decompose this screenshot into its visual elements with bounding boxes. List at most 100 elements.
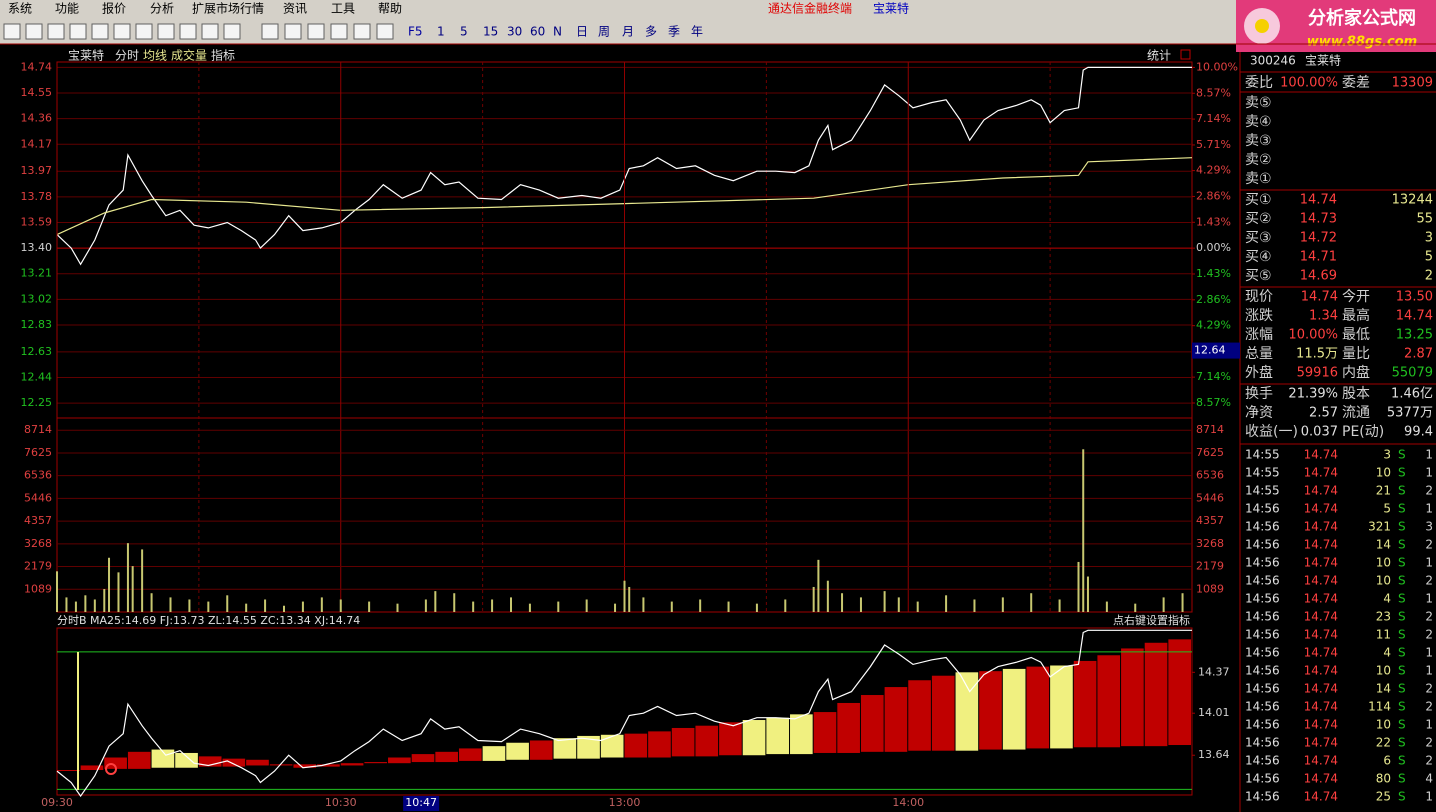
quote-label: 流通 bbox=[1342, 405, 1370, 421]
quote-value: 2.87 bbox=[1404, 347, 1433, 362]
period-button[interactable]: F5 bbox=[408, 25, 423, 39]
toolbar-icon[interactable] bbox=[91, 23, 109, 40]
indicator-bar bbox=[293, 764, 317, 768]
tick-time: 14:55 bbox=[1245, 448, 1280, 462]
y-tick-label: 13.59 bbox=[21, 215, 53, 228]
tick-price: 14.74 bbox=[1304, 718, 1338, 732]
tick-volume: 21 bbox=[1376, 484, 1391, 498]
period-button[interactable]: 季 bbox=[668, 25, 680, 39]
period-button[interactable]: 1 bbox=[437, 25, 445, 39]
period-button[interactable]: 60 bbox=[530, 25, 545, 39]
indicator-bar bbox=[790, 714, 813, 755]
period-button[interactable]: N bbox=[553, 25, 562, 39]
volume-bar bbox=[74, 601, 77, 612]
indicator-bar bbox=[1168, 639, 1191, 746]
period-button[interactable]: 30 bbox=[507, 25, 522, 39]
toolbar-icon[interactable] bbox=[157, 23, 175, 40]
period-button[interactable]: 年 bbox=[691, 25, 703, 39]
menu-item[interactable]: 报价 bbox=[102, 1, 126, 16]
volume-bar bbox=[84, 595, 87, 612]
volume-bar bbox=[883, 591, 886, 612]
toolbar-icon[interactable] bbox=[69, 23, 87, 40]
y-tick-label: 5446 bbox=[1196, 491, 1224, 504]
volume-bar bbox=[755, 603, 758, 612]
volume-bar bbox=[453, 593, 456, 612]
tick-price: 14.74 bbox=[1304, 754, 1338, 768]
tick-time: 14:56 bbox=[1245, 754, 1280, 768]
tick-count: 2 bbox=[1425, 538, 1433, 552]
quote-value: 13309 bbox=[1392, 76, 1433, 91]
tick-side: S bbox=[1398, 520, 1406, 534]
indicator-bar bbox=[222, 758, 246, 767]
indicator-bar bbox=[340, 763, 364, 766]
toolbar-icon[interactable] bbox=[25, 23, 43, 40]
toolbar-icon[interactable] bbox=[353, 23, 371, 40]
volume-bar bbox=[1030, 593, 1033, 612]
y-tick-label: 7625 bbox=[24, 446, 52, 459]
menu-item[interactable]: 系统 bbox=[8, 2, 32, 16]
tick-price: 14.74 bbox=[1304, 484, 1338, 498]
x-tick-label: 10:30 bbox=[325, 796, 357, 809]
chart-tab[interactable]: 指标 bbox=[211, 48, 235, 63]
buy-label: 买④ bbox=[1245, 249, 1272, 265]
indicator-bar bbox=[955, 672, 979, 751]
toolbar-icon[interactable] bbox=[330, 23, 348, 40]
tick-price: 14.74 bbox=[1304, 682, 1338, 696]
toolbar-icon[interactable] bbox=[261, 23, 279, 40]
period-button[interactable]: 5 bbox=[460, 25, 468, 39]
tick-time: 14:55 bbox=[1245, 466, 1280, 480]
toolbar-icon[interactable] bbox=[113, 23, 131, 40]
menu-item[interactable]: 分析 bbox=[150, 2, 174, 16]
period-button[interactable]: 日 bbox=[576, 25, 588, 39]
tick-side: S bbox=[1398, 700, 1406, 714]
menu-item[interactable]: 功能 bbox=[55, 2, 79, 16]
indicator-bar bbox=[458, 748, 482, 761]
period-button[interactable]: 多 bbox=[645, 25, 657, 39]
toolbar-icon[interactable] bbox=[179, 23, 197, 40]
y-tick-label: 13.21 bbox=[21, 267, 53, 280]
tick-volume: 10 bbox=[1376, 574, 1391, 588]
menu-item[interactable]: 扩展市场行情 bbox=[192, 1, 264, 16]
y-tick-label: 14.55 bbox=[21, 86, 53, 99]
menu-item[interactable]: 资讯 bbox=[283, 2, 307, 16]
period-button[interactable]: 15 bbox=[483, 25, 498, 39]
y2-tick-label: 10.00% bbox=[1196, 60, 1238, 73]
menu-item[interactable]: 工具 bbox=[331, 2, 355, 16]
tick-side: S bbox=[1398, 610, 1406, 624]
toolbar-icon[interactable] bbox=[223, 23, 241, 40]
quote-value: 2.57 bbox=[1309, 406, 1338, 421]
stats-button[interactable]: 统计 bbox=[1147, 49, 1171, 63]
tick-volume: 321 bbox=[1368, 520, 1391, 534]
tick-side: S bbox=[1398, 466, 1406, 480]
y-tick-label: 6536 bbox=[1196, 469, 1224, 482]
toolbar-icon[interactable] bbox=[284, 23, 302, 40]
volume-bar bbox=[826, 580, 829, 612]
chart-tab[interactable]: 成交量 bbox=[171, 48, 207, 63]
tick-count: 4 bbox=[1425, 772, 1433, 786]
quote-value: 10.00% bbox=[1288, 328, 1338, 343]
toolbar-icon[interactable] bbox=[201, 23, 219, 40]
y-tick-label: 2179 bbox=[24, 560, 52, 573]
volume-bar bbox=[1082, 449, 1085, 612]
menu-item[interactable]: 帮助 bbox=[378, 2, 402, 16]
toolbar-icon[interactable] bbox=[376, 23, 394, 40]
indicator-bar bbox=[269, 764, 293, 766]
period-button[interactable]: 月 bbox=[622, 25, 634, 39]
buy-volume: 3 bbox=[1425, 231, 1433, 246]
toolbar-icon[interactable] bbox=[307, 23, 325, 40]
tick-volume: 80 bbox=[1376, 772, 1391, 786]
toolbar-icon[interactable] bbox=[47, 23, 65, 40]
period-button[interactable]: 周 bbox=[598, 25, 610, 39]
volume-bar bbox=[973, 599, 976, 612]
chart-tab[interactable]: 分时 bbox=[115, 49, 139, 63]
volume-bar bbox=[65, 597, 68, 612]
tick-time: 14:56 bbox=[1245, 556, 1280, 570]
quote-value: 13.25 bbox=[1396, 328, 1433, 343]
toolbar-icon[interactable] bbox=[135, 23, 153, 40]
volume-bar bbox=[841, 593, 844, 612]
chart-tab[interactable]: 均线 bbox=[143, 49, 167, 63]
stats-box bbox=[1180, 49, 1191, 60]
toolbar-icon[interactable] bbox=[3, 23, 21, 40]
tick-volume: 22 bbox=[1376, 736, 1391, 750]
volume-bar bbox=[628, 586, 631, 612]
